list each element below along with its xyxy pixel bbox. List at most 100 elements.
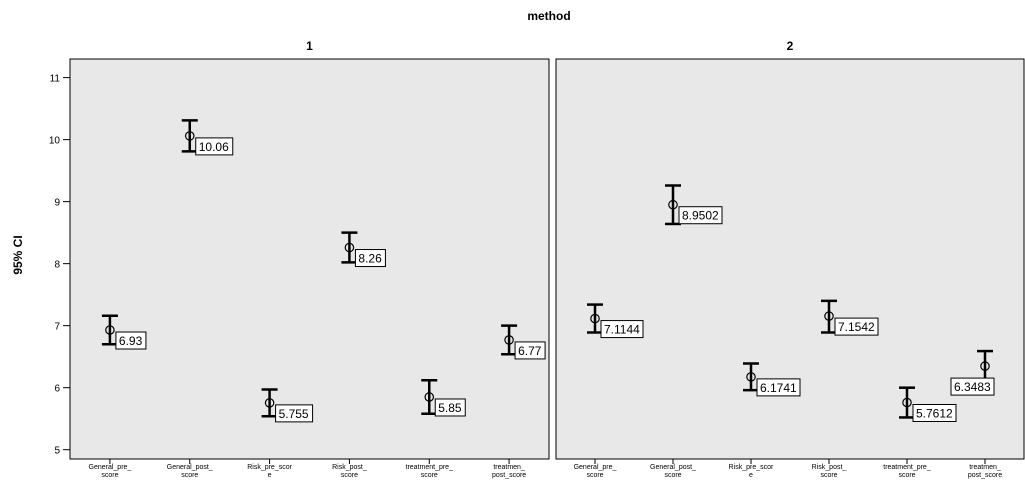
- error-bar-point: 6.3483: [950, 349, 995, 396]
- data-label-text: 8.26: [358, 252, 382, 266]
- data-label-text: 5.755: [279, 407, 309, 421]
- data-label: 5.7612: [912, 403, 957, 422]
- mean-marker: [746, 372, 756, 382]
- error-bar-point: 6.1741: [743, 362, 801, 397]
- data-label-text: 10.06: [199, 140, 229, 154]
- data-label-box: [600, 320, 644, 339]
- x-tick-label-line: General_post_: [650, 464, 696, 471]
- x-tick-label: General_post_ score: [650, 464, 696, 479]
- mean-marker: [980, 361, 990, 371]
- y-tick-label: 9: [54, 198, 60, 209]
- data-label: 8.9502: [678, 206, 723, 225]
- data-label: 7.1542: [834, 317, 879, 336]
- data-label-box: [834, 317, 879, 336]
- x-tick-label: treatmen_ post_score: [968, 464, 1002, 479]
- mean-marker: [264, 398, 275, 408]
- x-tick-label-line: score: [898, 472, 915, 479]
- x-tick-label-line: score: [421, 472, 438, 479]
- data-label-box: [514, 341, 546, 360]
- x-tick-label-line: e: [749, 472, 753, 479]
- mean-marker: [504, 335, 514, 345]
- chart-title: method: [527, 9, 570, 23]
- x-tick-label-line: post_score: [968, 472, 1002, 479]
- x-tick-label: Risk_post_ score: [332, 464, 367, 479]
- data-label-box: [195, 137, 234, 156]
- x-tick-label-line: e: [268, 472, 272, 479]
- error-bar-point: 5.7612: [899, 386, 957, 422]
- data-label-box: [756, 378, 801, 397]
- x-tick-label: treatment_pre_ score: [406, 464, 454, 479]
- x-tick-label-line: score: [341, 472, 358, 479]
- error-bar-point: 7.1144: [587, 303, 644, 339]
- y-tick-label: 10: [49, 136, 61, 147]
- data-label-box: [950, 377, 995, 396]
- mean-marker: [344, 242, 355, 253]
- data-label-box: [678, 206, 723, 225]
- x-tick-label-line: Risk_pre_scor: [729, 464, 774, 471]
- data-label: 6.93: [115, 331, 147, 350]
- x-tick-label-line: score: [101, 472, 118, 479]
- x-tick-label-line: treatment_pre_: [883, 464, 931, 471]
- x-tick-label: treatment_pre_ score: [883, 464, 931, 479]
- data-label-box: [275, 404, 314, 423]
- x-tick-label-line: treatmen_: [493, 464, 525, 471]
- x-tick-label: Risk_post_ score: [812, 464, 847, 479]
- y-tick-label: 6: [54, 384, 60, 395]
- data-label: 10.06: [195, 137, 234, 156]
- error-bar-point: 8.26: [341, 231, 386, 268]
- x-tick-label: Risk_pre_scor e: [247, 464, 292, 479]
- mean-marker: [668, 199, 678, 210]
- data-label-text: 6.93: [119, 334, 143, 348]
- mean-marker: [105, 325, 115, 335]
- data-label-text: 8.9502: [682, 209, 719, 223]
- data-label-text: 5.85: [438, 401, 462, 415]
- data-label: 6.3483: [950, 377, 995, 396]
- panel-1: 1 6.93 10.06 5.755 8.26 5.85 6.77 General_pre_ s…: [69, 39, 550, 479]
- x-tick-label: treatmen_ post_score: [492, 464, 526, 479]
- x-tick-label: General_post_ score: [167, 464, 213, 479]
- error-bar-point: 8.9502: [665, 184, 723, 226]
- data-label-box: [354, 249, 386, 268]
- error-bar-point: 6.77: [501, 324, 546, 360]
- x-tick-label-line: General_post_: [167, 464, 213, 471]
- x-tick-label-line: General_pre_: [89, 464, 132, 471]
- x-tick-label-line: Risk_pre_scor: [247, 464, 292, 471]
- panel-title: 2: [787, 39, 794, 53]
- data-label: 7.1144: [600, 320, 644, 339]
- data-label-text: 5.7612: [916, 406, 953, 420]
- data-label-text: 6.1741: [760, 381, 797, 395]
- data-label-text: 6.77: [518, 344, 542, 358]
- data-label-box: [912, 403, 957, 422]
- x-tick-label-line: score: [664, 472, 681, 479]
- x-tick-label-line: score: [820, 472, 837, 479]
- y-tick-label: 11: [50, 74, 61, 85]
- data-label-text: 7.1542: [838, 320, 875, 334]
- data-label-text: 7.1144: [604, 323, 640, 337]
- x-tick-label-line: score: [181, 472, 198, 479]
- data-label: 5.755: [275, 404, 314, 423]
- data-label-text: 6.3483: [954, 380, 991, 394]
- mean-marker: [424, 392, 435, 402]
- data-label: 8.26: [354, 249, 386, 268]
- panel-background: [555, 58, 1025, 460]
- x-tick-label-line: Risk_post_: [812, 464, 847, 471]
- y-tick-label: 7: [54, 322, 60, 333]
- y-axis: 5 6 7 8 9 10 11: [49, 74, 70, 457]
- mean-marker: [590, 313, 600, 324]
- x-tick-label-line: post_score: [492, 472, 526, 479]
- panel-title: 1: [306, 39, 313, 53]
- x-tick-label: Risk_pre_scor e: [729, 464, 774, 479]
- data-label-box: [115, 331, 147, 350]
- x-tick-label-line: Risk_post_: [332, 464, 367, 471]
- data-label: 6.77: [514, 341, 546, 360]
- y-tick-label: 8: [54, 260, 60, 271]
- data-label: 5.85: [434, 398, 466, 417]
- error-bar-point: 10.06: [181, 119, 234, 156]
- panels: 1 6.93 10.06 5.755 8.26 5.85 6.77 General_pre_ s…: [69, 39, 1025, 479]
- panel-background: [69, 58, 550, 460]
- error-bar-point: 7.1542: [821, 299, 879, 336]
- y-tick-label: 5: [54, 446, 60, 457]
- y-axis-label: 95% CI: [11, 235, 25, 274]
